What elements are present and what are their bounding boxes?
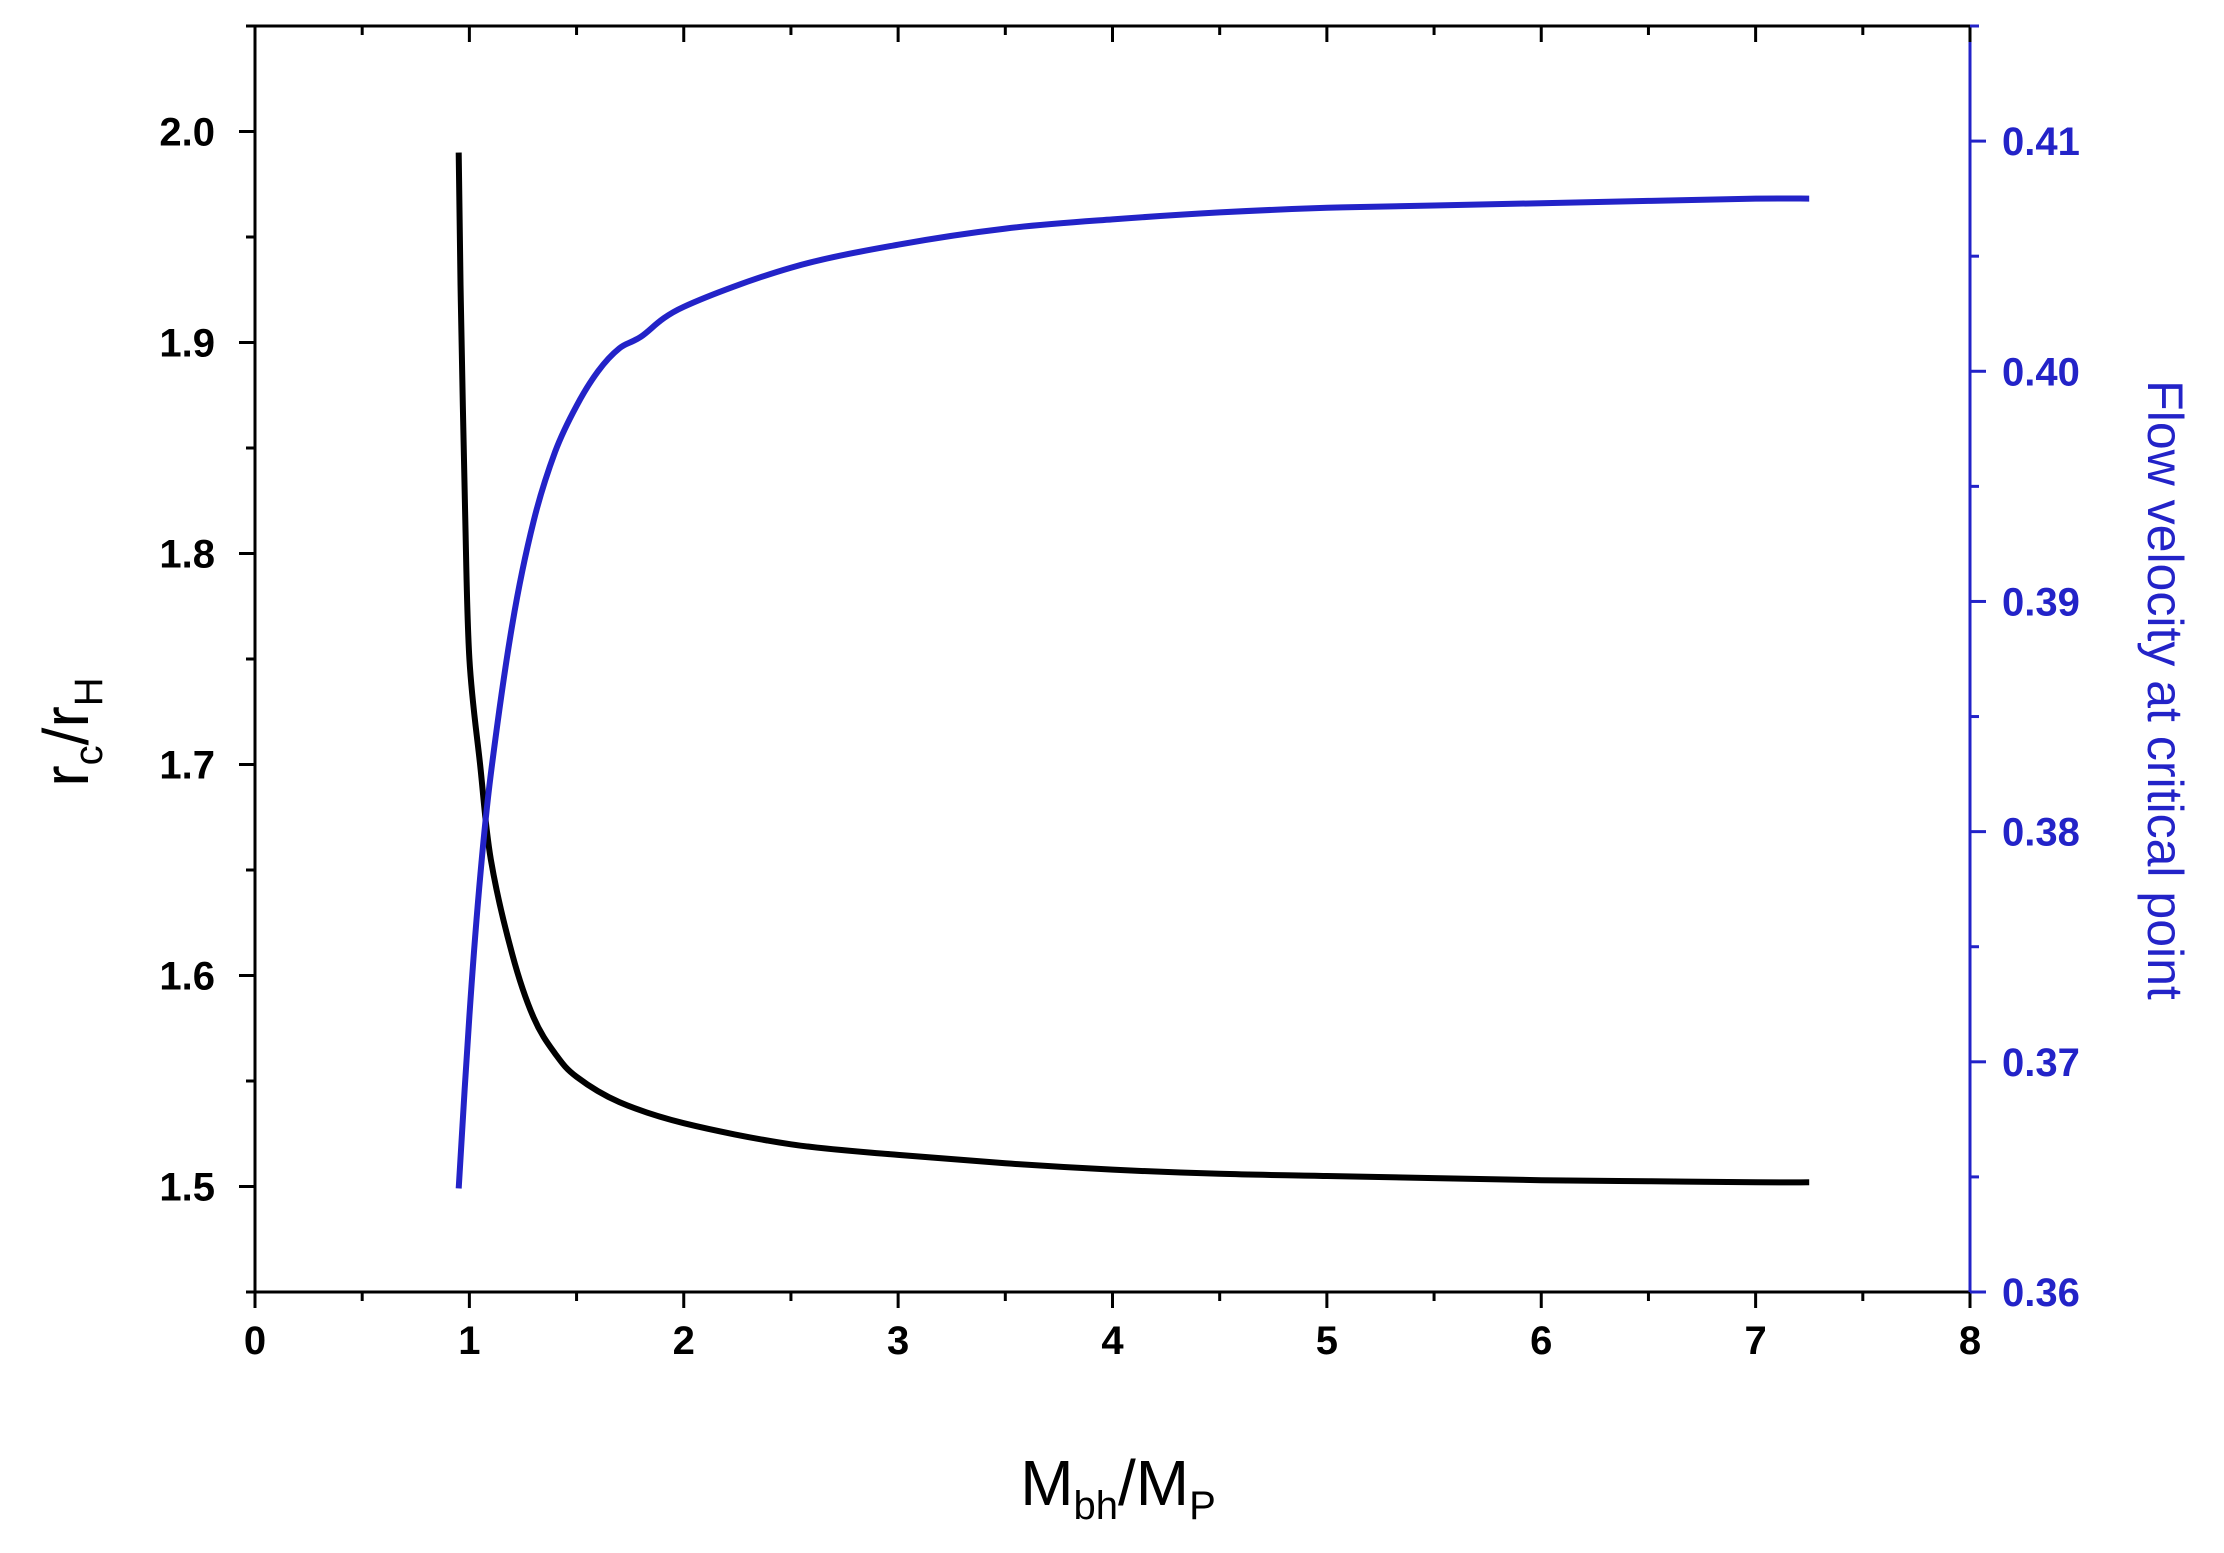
right-y-tick-label: 0.40	[2002, 350, 2080, 394]
right-y-tick-label: 0.37	[2002, 1041, 2080, 1085]
right-y-axis-ticks: 0.36 0.37 0.38 0.39 0.40 0.41	[1970, 24, 2080, 1315]
x-tick-label: 6	[1530, 1319, 1552, 1363]
x-tick-label: 1	[458, 1319, 480, 1363]
x-tick-label: 2	[673, 1319, 695, 1363]
x-tick-label: 4	[1101, 1319, 1124, 1363]
right-y-axis-label: Flow velocity at critical point	[2137, 380, 2193, 1000]
series-line-rc-rh	[455, 152, 1810, 1186]
left-y-axis-label: rc/rH	[30, 677, 111, 786]
right-y-tick-label: 0.39	[2002, 580, 2080, 624]
left-y-tick-label: 1.7	[159, 744, 215, 788]
x-tick-label: 5	[1316, 1319, 1338, 1363]
left-y-tick-label: 1.9	[159, 322, 215, 366]
left-y-axis-ticks: 1.5 1.6 1.7 1.8 1.9 2.0	[159, 24, 255, 1294]
x-axis-ticks: 0 1 2 3 4 5 6 7 8	[244, 26, 1981, 1363]
x-tick-label: 0	[244, 1319, 266, 1363]
left-y-tick-label: 1.5	[159, 1166, 215, 1210]
left-y-tick-label: 1.8	[159, 533, 215, 577]
series-line-flow-velocity	[455, 195, 1810, 1189]
x-axis-label: Mbh/MP	[1020, 1447, 1216, 1528]
right-y-tick-label: 0.41	[2002, 120, 2080, 164]
x-tick-label: 8	[1959, 1319, 1981, 1363]
x-tick-label: 3	[887, 1319, 909, 1363]
x-tick-label: 7	[1745, 1319, 1767, 1363]
right-y-tick-label: 0.36	[2002, 1271, 2080, 1315]
left-y-tick-label: 1.6	[159, 955, 215, 999]
right-y-tick-label: 0.38	[2002, 811, 2080, 855]
plot-frame	[253, 24, 1972, 1294]
left-y-tick-label: 2.0	[159, 111, 215, 155]
series-layer	[455, 152, 1810, 1189]
